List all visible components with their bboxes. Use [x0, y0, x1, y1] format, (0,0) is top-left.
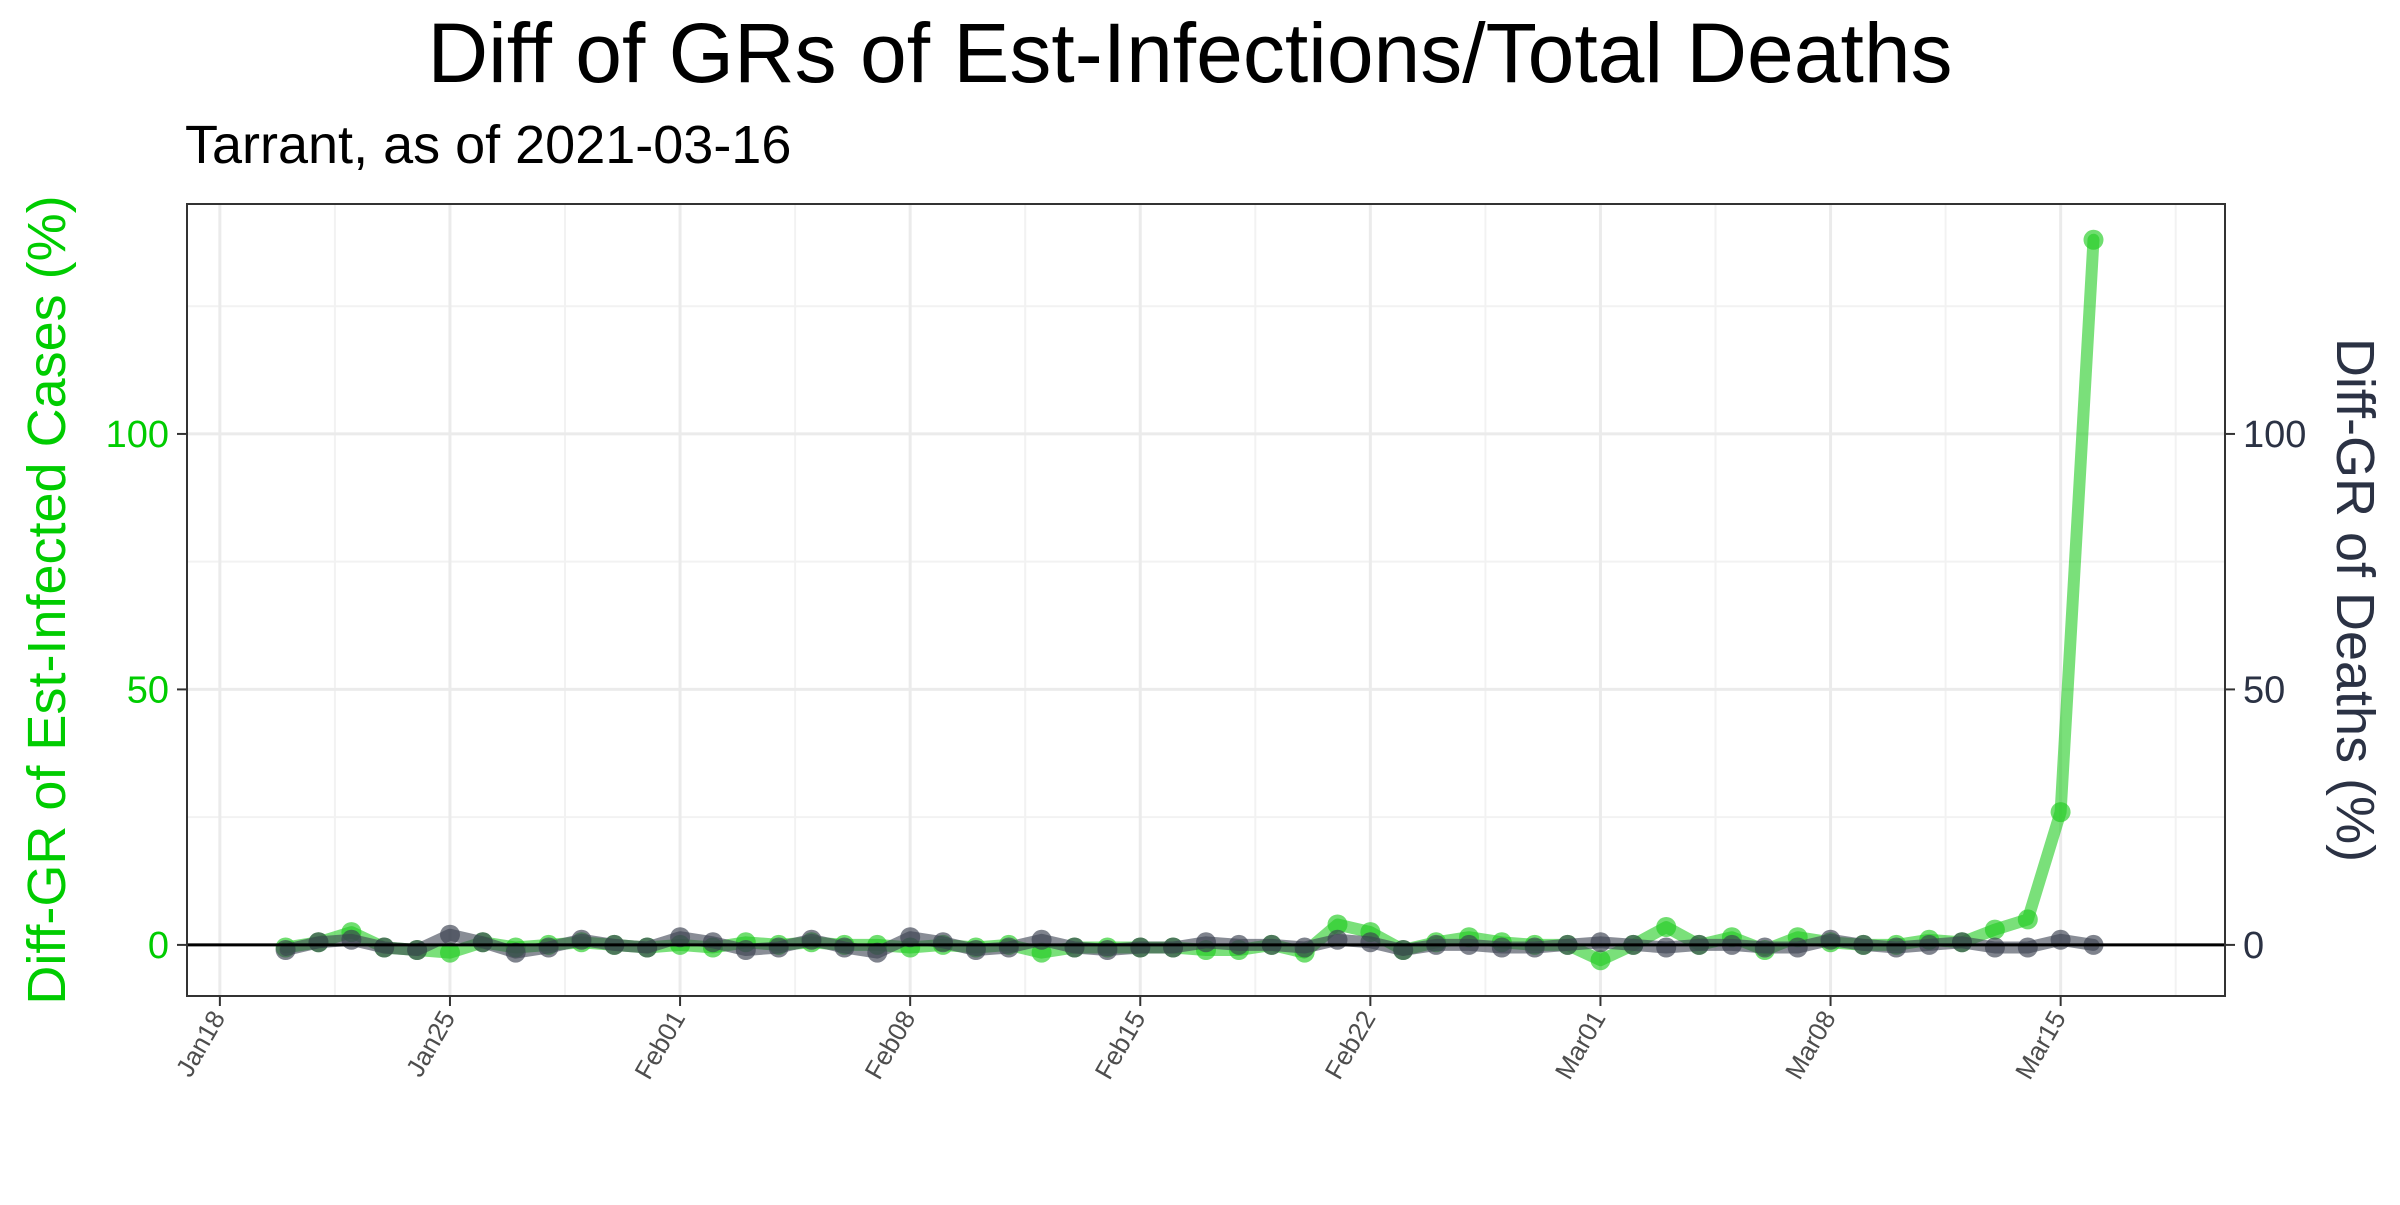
data-point-deaths	[505, 942, 526, 963]
y-right-tick-label: 50	[2243, 669, 2285, 711]
data-point-deaths	[440, 924, 460, 945]
panel-border	[186, 203, 2226, 997]
data-point-deaths	[702, 932, 723, 953]
data-point-deaths	[1163, 937, 1184, 958]
data-point-infections	[2017, 909, 2038, 930]
data-point-deaths	[308, 932, 329, 953]
x-tick-label: Mar01	[1549, 1005, 1612, 1084]
x-tick-label: Mar08	[1779, 1005, 1842, 1084]
data-point-deaths	[900, 927, 921, 948]
data-point-deaths	[472, 932, 493, 953]
chart-subtitle: Tarrant, as of 2021-03-16	[185, 115, 791, 175]
data-point-deaths	[538, 937, 559, 958]
data-point-deaths	[735, 940, 756, 960]
data-point-infections	[1327, 914, 1348, 935]
data-point-deaths	[1393, 940, 1414, 960]
data-point-deaths	[933, 932, 953, 953]
data-point-deaths	[1360, 932, 1381, 953]
data-point-deaths	[1064, 937, 1085, 958]
data-point-deaths	[2017, 937, 2038, 958]
data-point-deaths	[834, 937, 855, 958]
data-point-deaths	[801, 929, 822, 950]
data-point-deaths	[1524, 937, 1545, 958]
y-right-tick-label: 0	[2243, 925, 2264, 967]
data-point-infections	[2083, 229, 2104, 250]
data-point-infections	[2050, 802, 2071, 823]
data-point-deaths	[1952, 932, 1972, 953]
data-point-deaths	[1820, 929, 1841, 950]
y-right-tick-label: 100	[2243, 414, 2306, 456]
data-point-deaths	[1294, 937, 1315, 958]
data-point-deaths	[341, 929, 362, 950]
data-point-infections	[440, 942, 460, 963]
data-point-deaths	[998, 937, 1019, 958]
chart-title: Diff of GRs of Est-Infections/Total Deat…	[427, 6, 1952, 100]
data-point-deaths	[768, 937, 789, 958]
grid	[187, 204, 2225, 996]
data-point-deaths	[1327, 929, 1348, 950]
series-line-infections	[279, 233, 2100, 967]
data-point-deaths	[1590, 932, 1611, 953]
y-axis-right-label: Diff-GR of Deaths (%)	[2325, 338, 2385, 862]
data-point-deaths	[571, 929, 592, 950]
data-point-deaths	[374, 937, 395, 958]
data-point-deaths	[2050, 929, 2071, 950]
data-point-deaths	[1984, 937, 2005, 958]
x-tick-label: Feb01	[628, 1005, 691, 1084]
data-point-infections	[1656, 917, 1677, 937]
data-point-deaths	[407, 940, 428, 960]
data-point-deaths	[1787, 937, 1808, 958]
data-point-deaths	[670, 927, 691, 948]
x-tick-label: Jan18	[170, 1005, 231, 1081]
x-tick-label: Mar15	[2009, 1005, 2072, 1084]
data-point-deaths	[1754, 937, 1775, 958]
data-point-deaths	[1097, 940, 1118, 960]
y-axis-left-label: Diff-GR of Est-Infected Cases (%)	[17, 195, 77, 1004]
y-left-tick-label: 50	[127, 669, 169, 711]
data-point-deaths	[275, 940, 296, 960]
data-point-deaths	[1656, 937, 1677, 958]
axes: Jan18 Jan25 Feb01 Feb08 Feb15 Feb22 Mar01 Mar08…	[106, 414, 2307, 1084]
y-left-tick-label: 0	[148, 925, 169, 967]
x-tick-label: Feb22	[1319, 1005, 1382, 1084]
data-point-infections	[1984, 919, 2005, 940]
y-left-tick-label: 100	[106, 414, 169, 456]
data-point-deaths	[1031, 929, 1052, 950]
data-point-infections	[1590, 950, 1611, 971]
x-tick-label: Feb15	[1089, 1005, 1152, 1084]
data-point-deaths	[1130, 937, 1151, 958]
series	[187, 229, 2225, 971]
x-tick-label: Jan25	[400, 1005, 461, 1081]
data-point-deaths	[1491, 937, 1512, 958]
x-tick-label: Feb08	[858, 1005, 921, 1084]
data-point-deaths	[1886, 937, 1907, 958]
data-point-deaths	[965, 940, 986, 960]
data-point-deaths	[1196, 932, 1216, 953]
data-point-deaths	[637, 937, 658, 958]
data-point-deaths	[867, 942, 888, 963]
